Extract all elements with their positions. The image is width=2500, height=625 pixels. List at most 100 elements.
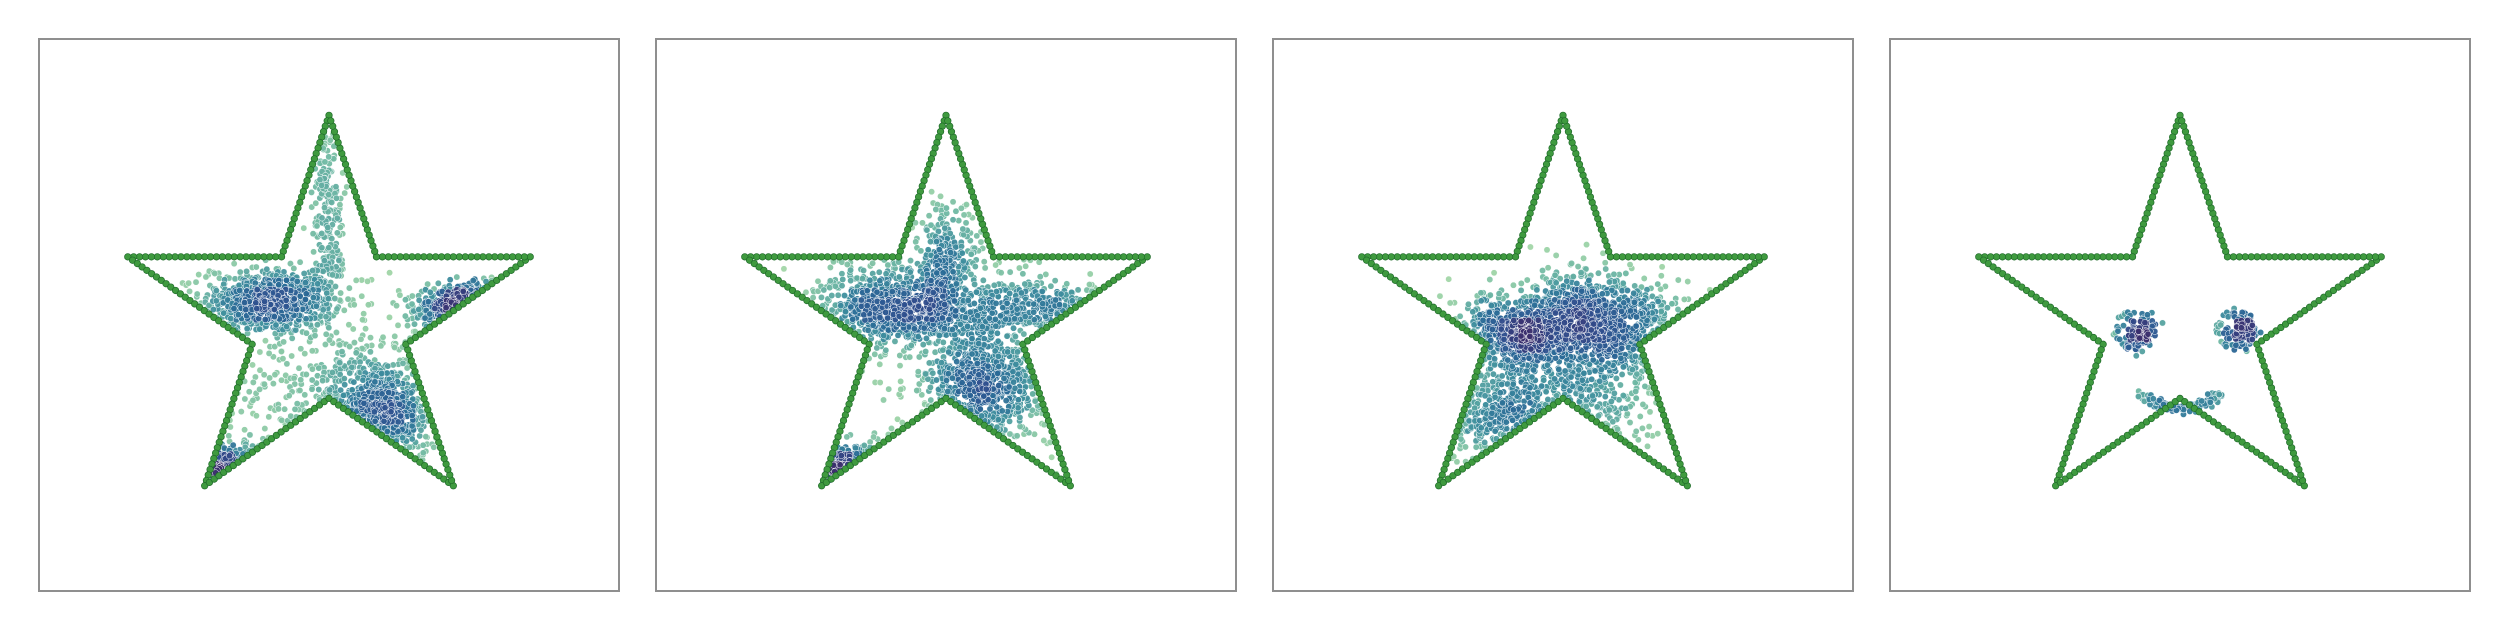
scatter-point bbox=[1009, 368, 1017, 376]
scatter-point bbox=[933, 238, 940, 245]
scatter-point bbox=[345, 284, 353, 292]
outline-marker bbox=[224, 253, 232, 261]
scatter-point bbox=[357, 335, 365, 343]
scatter-point bbox=[326, 136, 334, 144]
scatter-point bbox=[976, 304, 984, 312]
scatter-point bbox=[283, 360, 291, 368]
scatter-point bbox=[959, 306, 967, 314]
scatter-point bbox=[1012, 296, 1020, 304]
scatter-point bbox=[927, 396, 935, 404]
scatter-point bbox=[236, 268, 244, 276]
scatter-point bbox=[322, 330, 330, 338]
scatter-point bbox=[994, 369, 1002, 377]
scatter-point bbox=[319, 306, 327, 314]
scatter-point bbox=[328, 198, 336, 206]
panel-1-plot bbox=[124, 111, 534, 490]
scatter-point bbox=[383, 428, 391, 435]
outline-marker bbox=[271, 253, 280, 261]
scatter-point bbox=[1086, 270, 1094, 278]
scatter-point bbox=[876, 277, 884, 285]
scatter-point bbox=[315, 386, 323, 393]
scatter-point bbox=[927, 238, 934, 246]
scatter-point bbox=[404, 322, 411, 330]
scatter-point bbox=[301, 296, 309, 303]
scatter-point bbox=[947, 249, 955, 257]
scatter-point bbox=[919, 219, 926, 227]
scatter-point bbox=[329, 271, 337, 279]
scatter-point bbox=[303, 329, 310, 337]
scatter-point bbox=[922, 348, 930, 355]
scatter-point bbox=[991, 315, 999, 323]
scatter-point bbox=[860, 267, 867, 274]
scatter-point bbox=[419, 449, 427, 457]
scatter-point bbox=[325, 244, 333, 252]
scatter-point bbox=[924, 246, 932, 254]
scatter-point bbox=[876, 314, 884, 322]
scatter-point bbox=[973, 288, 980, 296]
scatter-point bbox=[937, 280, 945, 288]
scatter-point bbox=[1021, 280, 1029, 288]
scatter-point bbox=[333, 305, 341, 313]
scatter-point bbox=[280, 338, 288, 346]
scatter-point bbox=[968, 335, 976, 343]
scatter-point bbox=[958, 249, 966, 257]
scatter-point bbox=[980, 258, 988, 266]
scatter-point bbox=[959, 225, 967, 233]
scatter-point bbox=[949, 326, 956, 334]
scatter-point bbox=[984, 362, 992, 370]
scatter-point bbox=[837, 302, 845, 310]
scatter-point bbox=[894, 415, 901, 423]
scatter-point bbox=[847, 266, 854, 274]
outline-marker bbox=[234, 330, 242, 338]
scatter-point bbox=[885, 385, 893, 393]
scatter-point bbox=[956, 320, 964, 328]
scatter-point bbox=[399, 434, 407, 442]
scatter-point bbox=[324, 295, 332, 303]
scatter-point bbox=[391, 332, 399, 340]
scatter-point bbox=[290, 374, 298, 382]
scatter-point bbox=[333, 329, 340, 336]
scatter-point bbox=[212, 297, 220, 305]
scatter-point bbox=[923, 226, 931, 234]
scatter-point bbox=[925, 359, 933, 367]
scatter-point bbox=[935, 227, 942, 235]
scatter-point bbox=[340, 391, 348, 399]
scatter-point bbox=[411, 320, 418, 328]
scatter-point bbox=[938, 314, 946, 322]
scatter-point bbox=[308, 385, 316, 393]
scatter-point bbox=[1047, 282, 1055, 290]
scatter-point bbox=[1000, 375, 1008, 382]
scatter-point bbox=[860, 442, 868, 449]
scatter-point bbox=[1038, 287, 1046, 295]
scatter-point bbox=[1020, 330, 1028, 338]
scatter-point bbox=[321, 341, 329, 348]
outline-marker bbox=[485, 253, 493, 261]
scatter-point bbox=[1039, 300, 1047, 308]
scatter-point bbox=[981, 264, 989, 272]
scatter-point bbox=[847, 303, 855, 311]
scatter-point bbox=[952, 307, 960, 315]
scatter-point bbox=[869, 259, 877, 267]
scatter-point bbox=[312, 199, 320, 207]
scatter-point bbox=[350, 301, 358, 309]
scatter-point bbox=[914, 333, 922, 341]
scatter-point bbox=[838, 282, 846, 290]
scatter-point bbox=[302, 315, 310, 323]
scatter-point bbox=[265, 349, 273, 357]
scatter-point bbox=[1030, 300, 1038, 308]
scatter-point bbox=[296, 387, 304, 394]
scatter-point bbox=[332, 183, 340, 191]
scatter-point bbox=[907, 257, 914, 265]
scatter-point bbox=[995, 382, 1003, 389]
scatter-point bbox=[1016, 414, 1024, 421]
scatter-point bbox=[882, 346, 890, 354]
scatter-point bbox=[925, 305, 933, 313]
scatter-point bbox=[271, 371, 279, 379]
scatter-point bbox=[283, 276, 290, 284]
scatter-point bbox=[897, 385, 905, 393]
scatter-point bbox=[272, 321, 280, 329]
scatter-point bbox=[1012, 360, 1020, 368]
scatter-point bbox=[831, 282, 839, 290]
scatter-point bbox=[1011, 384, 1019, 392]
scatter-point bbox=[973, 232, 981, 240]
